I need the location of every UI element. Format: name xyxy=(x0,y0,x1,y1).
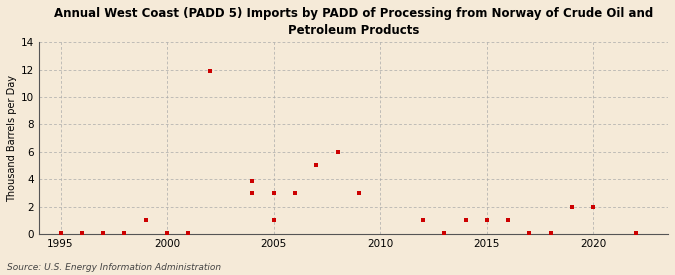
Point xyxy=(247,178,258,183)
Point xyxy=(503,218,514,222)
Point xyxy=(567,204,578,209)
Point xyxy=(545,231,556,235)
Point xyxy=(183,231,194,235)
Point xyxy=(247,191,258,195)
Point xyxy=(354,191,364,195)
Point xyxy=(76,231,87,235)
Point xyxy=(290,191,300,195)
Point xyxy=(162,231,173,235)
Point xyxy=(481,218,492,222)
Point xyxy=(588,204,599,209)
Point xyxy=(311,163,322,168)
Point xyxy=(524,231,535,235)
Point xyxy=(98,231,109,235)
Point xyxy=(119,231,130,235)
Point xyxy=(630,231,641,235)
Point xyxy=(460,218,471,222)
Point xyxy=(205,69,215,73)
Point xyxy=(268,218,279,222)
Title: Annual West Coast (PADD 5) Imports by PADD of Processing from Norway of Crude Oi: Annual West Coast (PADD 5) Imports by PA… xyxy=(54,7,653,37)
Y-axis label: Thousand Barrels per Day: Thousand Barrels per Day xyxy=(7,75,17,202)
Point xyxy=(439,231,450,235)
Point xyxy=(332,150,343,154)
Point xyxy=(140,218,151,222)
Text: Source: U.S. Energy Information Administration: Source: U.S. Energy Information Administ… xyxy=(7,263,221,272)
Point xyxy=(268,191,279,195)
Point xyxy=(55,231,66,235)
Point xyxy=(418,218,429,222)
